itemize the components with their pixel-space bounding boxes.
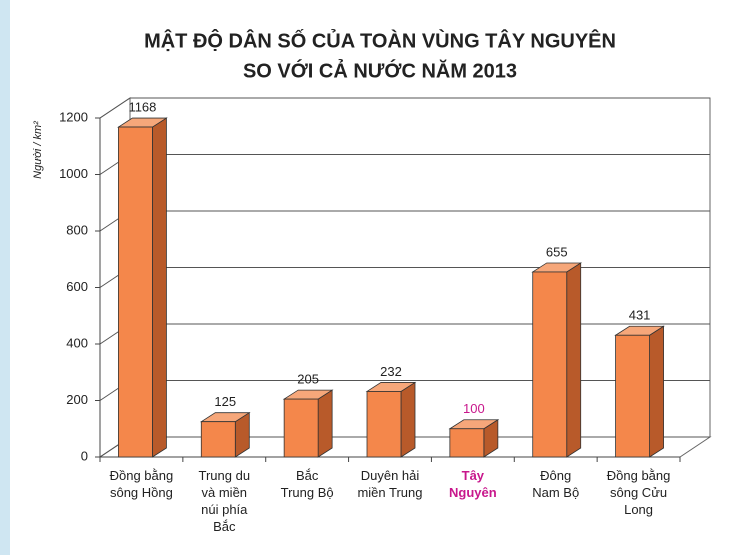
y-axis-label: Người / km² xyxy=(32,121,44,179)
x-tick-label: Đông Nam Bộ xyxy=(532,468,580,500)
bar xyxy=(448,419,500,458)
bar-side xyxy=(649,325,664,458)
y-tick-label: 1200 xyxy=(59,109,88,124)
chart-title: SO VỚI CẢ NƯỚC NĂM 2013 xyxy=(243,58,517,82)
grid-line xyxy=(99,97,131,119)
value-label: 232 xyxy=(380,364,402,379)
y-tick-label: 0 xyxy=(81,448,88,463)
bar xyxy=(117,117,168,458)
chart-title: MẬT ĐỘ DÂN SỐ CỦA TOÀN VÙNG TÂY NGUYÊN xyxy=(144,28,616,52)
y-tick-label: 200 xyxy=(66,392,88,407)
x-tick-label: Bắc Trung Bộ xyxy=(280,468,334,500)
bar xyxy=(531,262,583,458)
value-label: 1168 xyxy=(128,99,156,114)
value-label: 655 xyxy=(546,244,568,259)
bar xyxy=(365,381,417,458)
x-tick-label: Tây Nguyên xyxy=(449,468,497,500)
bar xyxy=(199,411,251,458)
x-tick-label: Trung du và miền núi phía Bắc xyxy=(198,468,251,534)
bar-side xyxy=(400,381,416,458)
y-tick-label: 800 xyxy=(66,222,88,237)
x-tick-label: Đồng bằng sông Hồng xyxy=(109,468,174,500)
y-tick-label: 1000 xyxy=(59,166,88,181)
bar-side xyxy=(152,117,167,458)
bar-front xyxy=(615,334,650,458)
value-label: 205 xyxy=(297,372,319,387)
y-tick-label: 400 xyxy=(66,335,88,350)
bar-front xyxy=(118,126,153,458)
x-tick-label: Đồng bằng sông Cửu Long xyxy=(606,468,671,517)
value-label: 431 xyxy=(629,308,651,323)
value-label: 125 xyxy=(214,394,236,409)
bar xyxy=(282,389,334,458)
bar xyxy=(614,325,665,458)
bar-front xyxy=(200,421,236,458)
bar-side xyxy=(566,262,582,458)
y-tick-label: 600 xyxy=(66,279,88,294)
bar-front xyxy=(366,391,402,458)
x-tick-label: Duyên hải miền Trung xyxy=(357,468,423,500)
bar-front xyxy=(449,428,485,458)
bar-front xyxy=(283,398,319,458)
bar-front xyxy=(532,271,568,458)
value-label: 100 xyxy=(463,401,485,416)
bar-side xyxy=(317,389,333,458)
